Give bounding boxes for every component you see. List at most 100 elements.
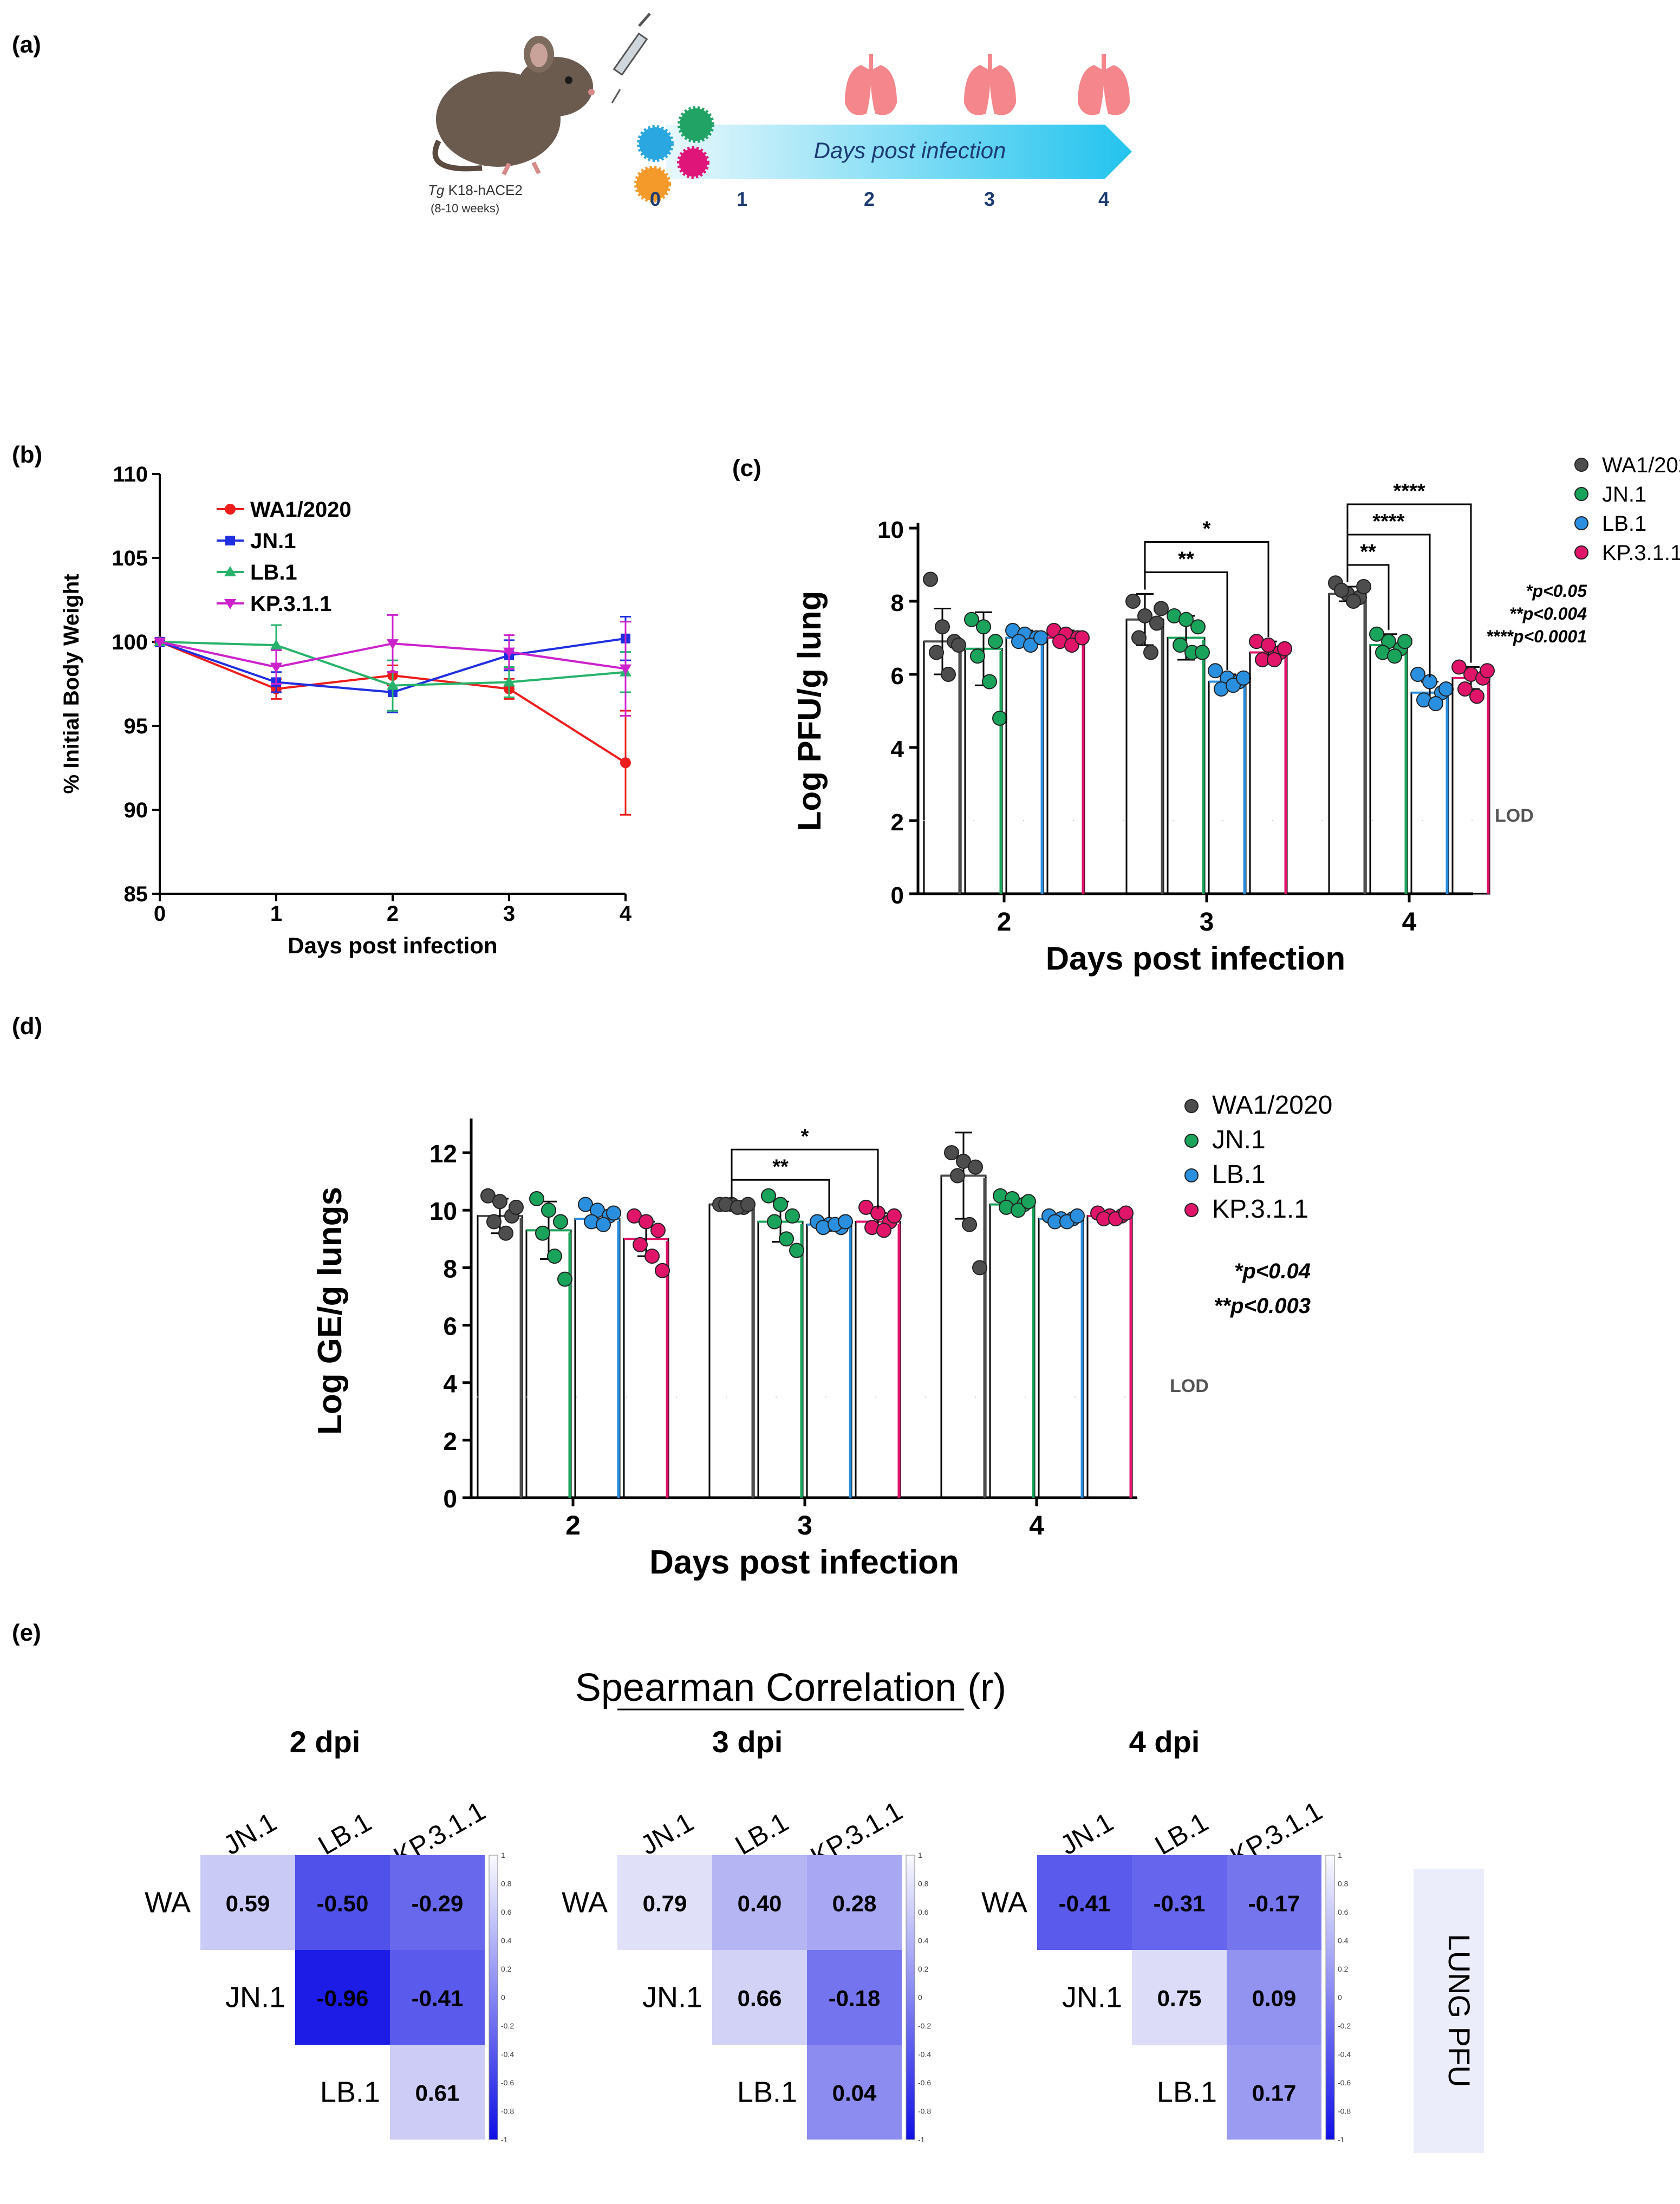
- bar-group: [1125, 593, 1169, 895]
- colorbar-tick: 1: [1338, 1851, 1342, 1860]
- data-point: [1021, 1194, 1036, 1210]
- y-tick-label: 10: [429, 1197, 457, 1225]
- schematic-day-0: 0: [650, 188, 661, 210]
- syringe-icon: [611, 12, 651, 103]
- significance-label: ****: [1393, 480, 1425, 503]
- bar: [1451, 677, 1490, 895]
- data-point: [387, 679, 399, 690]
- row-label: WA: [562, 1887, 608, 1919]
- heatmap-cell: [712, 1950, 807, 2045]
- bar: [1249, 652, 1288, 895]
- cell-value: 0.79: [643, 1891, 687, 1916]
- virus-icon-pink: [677, 146, 709, 179]
- data-point: [988, 634, 1003, 649]
- data-point: [1173, 638, 1188, 653]
- x-tick-label: 3: [1200, 908, 1214, 937]
- bar-group: [623, 1208, 670, 1499]
- virus-icon-green: [678, 106, 714, 143]
- data-point: [596, 1217, 611, 1232]
- y-tick-label: 6: [891, 663, 904, 690]
- cell-value: -0.41: [1059, 1891, 1111, 1916]
- data-point: [1070, 1208, 1085, 1224]
- data-point: [950, 1168, 965, 1184]
- colorbar-tick: -0.6: [918, 2078, 931, 2087]
- legend-label: LB.1: [1602, 512, 1646, 536]
- data-point: [962, 1217, 977, 1232]
- data-point: [941, 667, 956, 682]
- cell-value: -0.29: [412, 1891, 464, 1916]
- data-point: [1457, 681, 1473, 697]
- bar: [1125, 619, 1164, 895]
- legend-marker: [224, 566, 236, 576]
- bar: [1005, 637, 1044, 895]
- column-label: LB.1: [1150, 1806, 1213, 1861]
- data-point: [935, 619, 950, 635]
- data-point: [951, 638, 966, 653]
- data-point: [1226, 678, 1241, 693]
- colorbar-tick: -1: [918, 2135, 925, 2144]
- colorbar-tick: -0.6: [1338, 2078, 1351, 2087]
- data-point: [992, 711, 1007, 726]
- bar: [1086, 1215, 1133, 1499]
- row-label: WA: [145, 1887, 191, 1919]
- data-point: [1154, 601, 1169, 616]
- bar-group: [525, 1191, 572, 1499]
- legend-marker: [1184, 1203, 1199, 1217]
- cell-value: 0.28: [832, 1891, 877, 1916]
- bar-group: [989, 1188, 1036, 1499]
- x-tick-label: 4: [1402, 908, 1417, 937]
- data-point: [761, 1188, 776, 1204]
- colorbar-tick: -0.2: [501, 2021, 514, 2030]
- legend-label: JN.1: [250, 529, 296, 553]
- column-label: LB.1: [313, 1806, 376, 1861]
- bar-group: [855, 1199, 902, 1499]
- virus-icon-orange: [634, 166, 671, 203]
- row-label: LB.1: [320, 2076, 380, 2109]
- data-point: [503, 647, 515, 658]
- data-point: [486, 1214, 502, 1230]
- bar-group: [1208, 663, 1251, 895]
- data-point: [976, 619, 991, 635]
- colorbar-tick: -0.2: [1338, 2021, 1351, 2030]
- schematic-day-2: 2: [864, 188, 875, 210]
- y-tick-label: 90: [124, 798, 148, 822]
- data-point: [535, 1225, 550, 1241]
- data-point: [1195, 645, 1210, 660]
- heatmap-cell: [1227, 2045, 1321, 2140]
- bar: [1046, 637, 1085, 895]
- legend-label: JN.1: [1602, 483, 1646, 506]
- data-point: [1267, 652, 1282, 667]
- data-point: [509, 1199, 524, 1215]
- legend-marker: [1574, 545, 1588, 560]
- heatmap-cell: [390, 1950, 485, 2045]
- colorbar-tick: 0.8: [1338, 1880, 1349, 1888]
- lung-icon-day3: [964, 54, 1016, 115]
- data-point: [1118, 1205, 1134, 1221]
- bar-group: [1249, 634, 1292, 895]
- data-point: [633, 1237, 648, 1252]
- colorbar: [906, 1855, 915, 2140]
- bar-group: [757, 1188, 804, 1499]
- heatmap-cell: [807, 2045, 902, 2140]
- legend-marker: [224, 599, 236, 609]
- y-tick-label: 2: [891, 809, 904, 836]
- colorbar-tick: 0.4: [1338, 1936, 1349, 1945]
- x-axis-label: Days post infection: [1046, 940, 1345, 977]
- bar-group: [477, 1188, 524, 1499]
- cell-value: 0.59: [226, 1891, 270, 1916]
- y-tick-label: 8: [891, 590, 904, 616]
- lung-icon-day4: [1078, 54, 1130, 115]
- column-label: LB.1: [730, 1806, 793, 1861]
- heatmap-cell: [390, 1855, 485, 1950]
- data-point: [1143, 645, 1158, 660]
- bar-group: [574, 1197, 621, 1499]
- data-point: [620, 664, 631, 675]
- data-point: [553, 1214, 568, 1230]
- data-point: [785, 1208, 800, 1224]
- row-label: LB.1: [737, 2076, 797, 2109]
- pvalue-note: *p<0.05: [1526, 581, 1587, 601]
- x-tick-label: 1: [270, 902, 282, 926]
- legend-marker: [1574, 516, 1588, 530]
